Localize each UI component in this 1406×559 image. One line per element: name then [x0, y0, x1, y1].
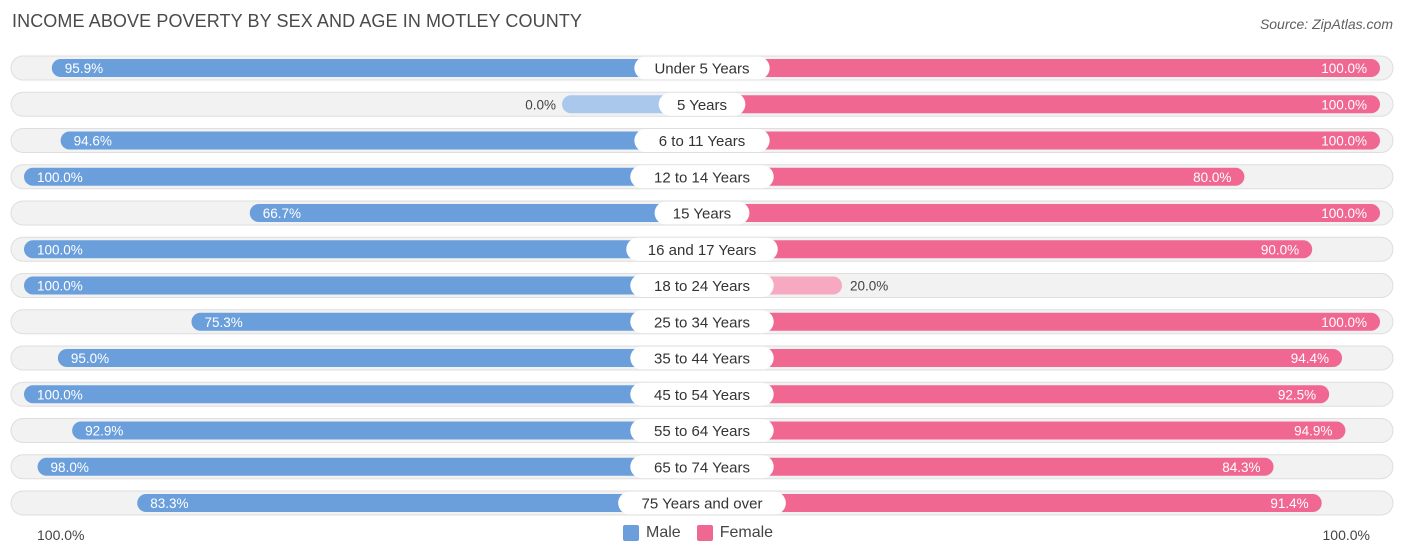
male-bar — [57, 349, 702, 367]
male-bar — [72, 421, 702, 440]
male-bar — [24, 276, 702, 295]
category-pill — [630, 274, 774, 297]
category-pill — [634, 129, 770, 152]
legend-label-female: Female — [719, 524, 774, 541]
legend-item-female: Female — [696, 524, 774, 542]
male-bar — [249, 204, 703, 222]
male-value-label: 83.3% — [150, 496, 188, 511]
category-pill — [618, 491, 786, 515]
female-bar — [702, 59, 1380, 77]
male-value-label: 98.0% — [51, 460, 89, 475]
category-label: 35 to 44 Years — [654, 351, 750, 368]
axis-right-label: 100.0% — [1322, 527, 1370, 543]
male-bar — [51, 59, 703, 77]
category-pill — [654, 201, 750, 225]
female-bar — [702, 240, 1313, 259]
female-bar — [702, 95, 1380, 114]
category-pill — [634, 56, 770, 80]
category-label: 15 Years — [673, 206, 731, 223]
source-note: Source: ZipAtlas.com — [1259, 16, 1393, 32]
male-value-label: 95.0% — [71, 351, 109, 366]
category-label: 65 to 74 Years — [654, 459, 750, 476]
female-value-label: 100.0% — [1321, 206, 1367, 221]
female-value-label: 94.9% — [1294, 424, 1332, 439]
male-value-label: 66.7% — [263, 206, 301, 221]
category-pill — [630, 165, 774, 189]
male-bar — [137, 494, 702, 512]
legend-swatch-female — [696, 525, 713, 541]
category-label: 75 Years and over — [642, 496, 763, 513]
male-value-label: 92.9% — [85, 424, 123, 439]
female-bar — [702, 204, 1380, 222]
male-value-label: 94.6% — [74, 134, 112, 149]
chart-title: INCOME ABOVE POVERTY BY SEX AND AGE IN M… — [12, 11, 583, 31]
category-pill — [630, 455, 774, 479]
female-value-label: 94.4% — [1291, 351, 1329, 366]
category-label: 6 to 11 Years — [659, 133, 745, 150]
male-bar — [24, 385, 702, 404]
male-value-label: 100.0% — [37, 170, 83, 185]
category-label: Under 5 Years — [654, 61, 749, 78]
legend: Male Female — [623, 524, 789, 542]
female-bar — [702, 131, 1380, 150]
female-bar — [702, 457, 1274, 476]
axis-left-label: 100.0% — [37, 527, 85, 543]
legend-label-male: Male — [646, 524, 681, 541]
male-bar — [60, 131, 702, 150]
category-pill — [630, 382, 774, 406]
male-value-label: 100.0% — [37, 279, 83, 294]
female-value-label: 20.0% — [850, 279, 888, 294]
category-pill — [630, 346, 774, 370]
female-value-label: 92.5% — [1278, 387, 1316, 402]
male-value-label: 100.0% — [37, 242, 83, 257]
male-value-label: 95.9% — [65, 61, 103, 76]
legend-swatch-male — [623, 525, 639, 541]
female-value-label: 84.3% — [1222, 460, 1260, 475]
female-value-label: 80.0% — [1193, 170, 1231, 185]
female-value-label: 100.0% — [1321, 97, 1367, 112]
male-bar — [191, 312, 702, 331]
chart-plot: 95.9% 100.0% Under 5 Years 0.0% 100.0% 5 Year… — [10, 55, 1394, 516]
category-label: 16 and 17 Years — [648, 242, 756, 259]
male-bar — [24, 167, 702, 186]
female-value-label: 100.0% — [1321, 61, 1367, 76]
male-value-label: 75.3% — [204, 315, 242, 330]
female-bar — [702, 385, 1330, 404]
category-pill — [658, 92, 746, 116]
category-label: 5 Years — [677, 97, 727, 114]
female-value-label: 100.0% — [1321, 134, 1367, 149]
category-pill — [630, 419, 774, 442]
category-label: 55 to 64 Years — [654, 423, 750, 440]
male-value-label: 0.0% — [525, 97, 556, 112]
male-bar — [24, 240, 702, 259]
female-bar — [702, 349, 1343, 367]
category-label: 25 to 34 Years — [654, 314, 750, 331]
category-label: 12 to 14 Years — [654, 169, 750, 186]
legend-item-male: Male — [623, 524, 681, 542]
category-label: 45 to 54 Years — [654, 387, 750, 404]
male-value-label: 100.0% — [37, 387, 83, 402]
female-bar — [702, 421, 1346, 440]
female-bar — [702, 312, 1380, 331]
female-bar — [702, 167, 1245, 186]
male-bar — [37, 457, 703, 476]
female-value-label: 90.0% — [1261, 242, 1299, 257]
category-pill — [630, 310, 774, 334]
category-label: 18 to 24 Years — [654, 278, 750, 295]
category-pill — [626, 237, 778, 261]
female-value-label: 91.4% — [1270, 496, 1308, 511]
female-bar — [702, 494, 1322, 512]
female-value-label: 100.0% — [1321, 315, 1367, 330]
